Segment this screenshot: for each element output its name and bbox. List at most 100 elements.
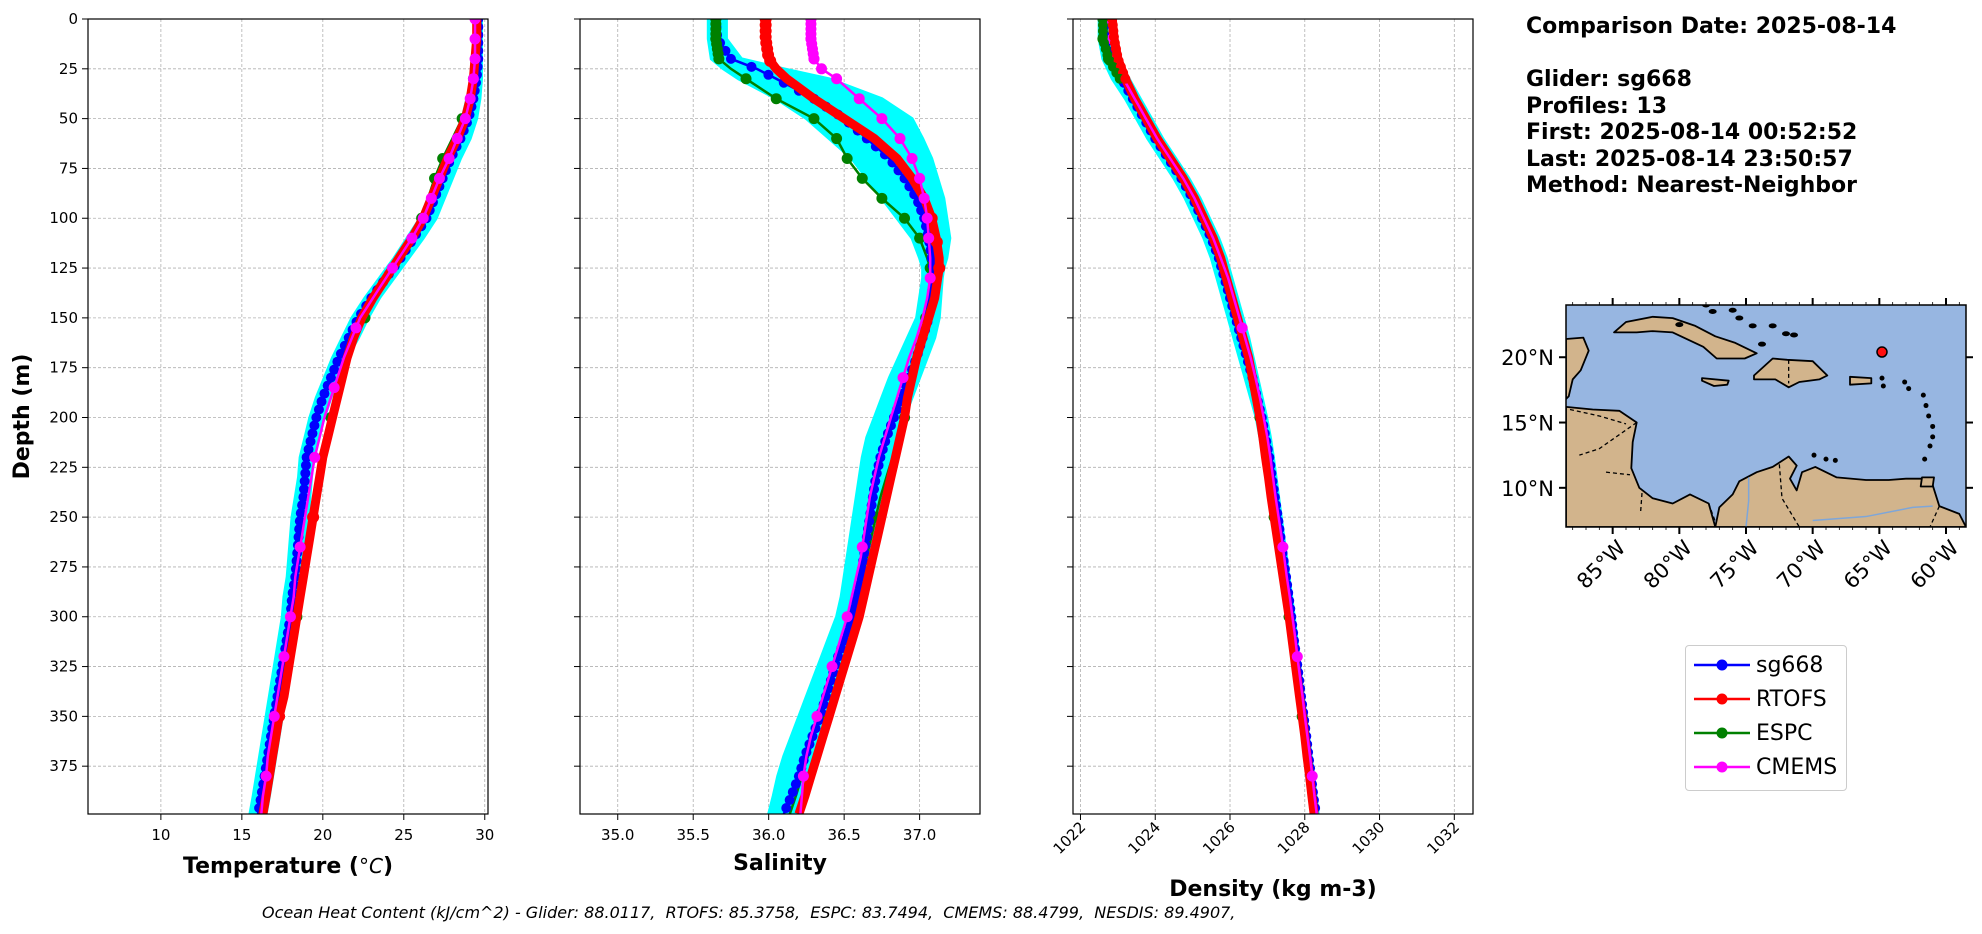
cmems-marker [811, 710, 823, 722]
espc-marker [831, 133, 843, 145]
x-axis: 1022 1024 1026 1028 1030 1032 [1050, 814, 1463, 858]
y-axis [574, 18, 580, 767]
y-tick-label: 100 [49, 209, 78, 227]
country-border [1929, 505, 1940, 527]
x-tick-label: 1030 [1349, 818, 1389, 858]
trinidad [1919, 476, 1935, 488]
espc-line [1101, 19, 1316, 814]
glider-marker [781, 803, 792, 814]
legend-marker [1716, 727, 1728, 739]
glider-line [256, 19, 480, 814]
x-tick-label: 36.0 [752, 826, 785, 844]
map-lon-label: 65°W [1839, 535, 1897, 593]
cmems-marker [1236, 322, 1248, 334]
cmems-marker [918, 192, 930, 204]
legend-item-sg668: sg668 [1686, 650, 1846, 680]
country-border [1708, 503, 1716, 522]
cmems-marker [268, 710, 280, 722]
bahamas-island [1768, 323, 1777, 329]
x-tick-label: 10 [151, 826, 170, 844]
legend-label: RTOFS [1756, 687, 1827, 712]
grid [1073, 18, 1473, 814]
x-axis-title-unit: °C [359, 854, 383, 878]
glider-marker [787, 787, 798, 798]
x-axis-title: Salinity [733, 851, 827, 876]
cmems-marker [433, 172, 445, 184]
x-tick-label: 35.0 [601, 826, 634, 844]
legend-item-rtofs: RTOFS [1686, 684, 1846, 714]
map-lon-label: 70°W [1772, 535, 1830, 593]
country-border [1640, 492, 1643, 512]
cmems-marker [386, 262, 398, 274]
cmems-marker [278, 651, 290, 663]
puerto-rico [1849, 375, 1873, 386]
bahamas-island [1758, 341, 1766, 347]
map-lon-label: 80°W [1639, 535, 1697, 593]
glider-marker [784, 795, 795, 806]
small-island [1880, 383, 1886, 389]
glider-marker [303, 444, 314, 455]
small-island [1927, 443, 1933, 449]
small-island [1879, 375, 1885, 381]
small-island [1922, 456, 1928, 462]
glider-marker [790, 779, 801, 790]
y-tick-label: 325 [49, 658, 78, 676]
rtofs-marker [764, 54, 777, 67]
bahamas-island [1782, 331, 1790, 337]
cmems-marker [260, 770, 272, 782]
glider-position-marker [1876, 346, 1888, 358]
espc-marker [740, 73, 752, 85]
glider-profiles-envelope [1097, 19, 1320, 814]
glider-marker [299, 476, 310, 487]
small-island [1930, 423, 1936, 429]
central-america [1566, 405, 1717, 527]
cmems-marker [876, 113, 888, 125]
map-lon-label: 75°W [1706, 535, 1764, 593]
location-map: 85°W 80°W 75°W 70°W 65°W 60°W 20°N 15°N 10°N [1501, 298, 1973, 594]
cmems-marker [350, 322, 362, 334]
x-axis: 10 15 20 25 30 [151, 814, 494, 844]
cmems-marker [284, 611, 296, 623]
small-island [1906, 386, 1912, 392]
glider-marker [311, 412, 322, 423]
interpolation-method: Method: Nearest-Neighbor [1526, 173, 1857, 198]
cmems-marker [328, 382, 340, 394]
x-axis-title: Density (kg m-3) [1169, 877, 1377, 902]
plot-area [706, 19, 952, 814]
cmems-marker [459, 113, 471, 125]
profile-count: Profiles: 13 [1526, 93, 1668, 119]
espc-marker [770, 93, 782, 105]
glider-marker [746, 61, 757, 72]
bahamas-island [1708, 309, 1717, 315]
y-axis-title: Depth (m) [10, 354, 35, 480]
y-axis: 0 25 50 75 100 125 150 175 200 225 250 275 300 325 350… [49, 10, 88, 775]
legend-label: ESPC [1756, 721, 1813, 746]
glider-marker [295, 508, 306, 519]
cmems-marker [894, 133, 906, 145]
glider-marker [763, 69, 774, 80]
cmems-marker [906, 152, 918, 164]
y-tick-label: 225 [49, 458, 78, 476]
rtofs-line [761, 19, 944, 814]
glider-marker [301, 452, 312, 463]
espc-marker [914, 232, 926, 244]
cmems-marker [924, 272, 936, 284]
cmems-marker [467, 73, 479, 85]
x-tick-label: 36.5 [827, 826, 860, 844]
cmems-marker [294, 541, 306, 553]
legend-item-cmems: CMEMS [1686, 752, 1846, 782]
y-tick-label: 75 [59, 159, 78, 177]
cmems-marker [464, 93, 476, 105]
cmems-marker [406, 232, 418, 244]
glider-line [1101, 19, 1318, 814]
legend-marker [1716, 693, 1728, 705]
bahamas-island [1735, 315, 1744, 321]
glider-marker [329, 364, 340, 375]
cmems-marker [797, 770, 809, 782]
cmems-marker [469, 53, 481, 65]
glider-name: Glider: sg668 [1526, 67, 1692, 92]
jamaica [1701, 377, 1730, 387]
y-tick-label: 250 [49, 508, 78, 526]
y-tick-label: 125 [49, 259, 78, 277]
glider-marker [300, 460, 311, 471]
